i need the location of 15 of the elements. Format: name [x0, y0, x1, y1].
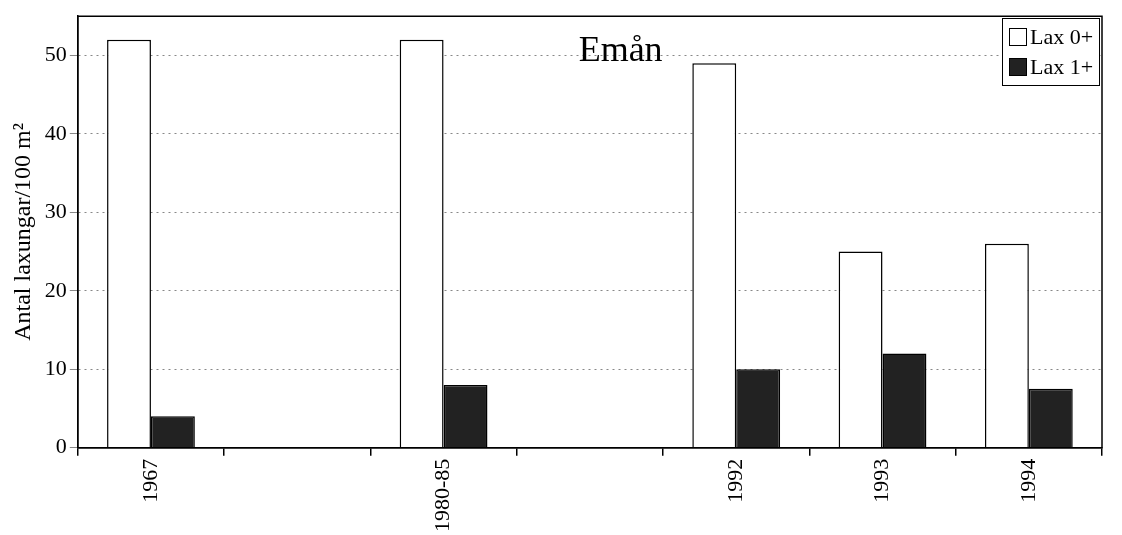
y-tick-label: 40 — [44, 119, 67, 145]
text: Lax 0+ — [1030, 23, 1094, 52]
y-tick-label: 50 — [44, 41, 67, 67]
x-tick-label: 1994 — [1014, 458, 1040, 503]
annotation: Emån — [578, 28, 663, 69]
x-tick-label: 1993 — [868, 458, 894, 503]
y-tick-label: 30 — [44, 198, 67, 224]
y-tick-label: 20 — [44, 276, 67, 302]
x-tick-label: 1967 — [136, 458, 162, 503]
x-tick-label: 1992 — [722, 458, 747, 503]
legend-label: Lax 1+ — [1030, 53, 1094, 82]
y-tick-label: 10 — [44, 355, 67, 381]
x-tick-label: 1980-85 — [429, 458, 455, 532]
y-axis-title: Antal laxungar/100 m² — [8, 123, 35, 341]
y-tick-label: 0 — [55, 433, 67, 459]
